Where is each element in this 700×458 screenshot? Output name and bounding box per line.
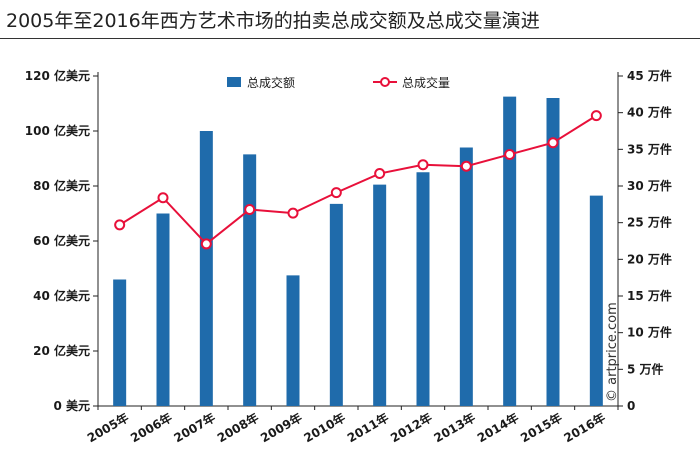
bar (113, 279, 127, 406)
legend-bar-swatch (227, 77, 241, 87)
bar (546, 98, 560, 406)
right-axis-tick-label: 15 万件 (627, 288, 672, 303)
right-axis-tick-label: 20 万件 (627, 251, 672, 266)
left-axis-tick-label: 60 亿美元 (33, 233, 90, 248)
title-divider (0, 38, 700, 39)
right-axis-tick-label: 40 万件 (627, 105, 672, 120)
chart-title: 2005年至2016年西方艺术市场的拍卖总成交额及总成交量演进 (6, 10, 540, 32)
left-axis-tick-label: 100 亿美元 (25, 123, 90, 138)
left-axis-tick-label: 40 亿美元 (33, 288, 90, 303)
bar (329, 203, 343, 406)
x-tick-label: 2006年 (128, 410, 175, 446)
bar (243, 154, 257, 406)
line-point (460, 160, 472, 172)
line-point (374, 168, 386, 180)
left-axis-tick-label: 20 亿美元 (33, 343, 90, 358)
line-point (114, 219, 126, 231)
line-point (330, 187, 342, 199)
bar (156, 213, 170, 406)
bar (459, 147, 473, 406)
right-axis-tick-label: 10 万件 (627, 325, 672, 340)
line-series (114, 110, 602, 250)
legend-line-marker (380, 77, 390, 87)
x-tick-label: 2015年 (518, 410, 565, 446)
x-tick-labels: 2005年2006年2007年2008年2009年2010年2011年2012年… (84, 410, 607, 446)
line-point (157, 192, 169, 204)
line-point (547, 137, 559, 149)
x-tick-label: 2011年 (344, 410, 391, 446)
line-path (119, 114, 597, 246)
legend-bar-label: 总成交额 (247, 75, 295, 90)
watermark: © artprice.com (605, 302, 620, 402)
bar (416, 172, 430, 406)
bar (373, 184, 387, 406)
left-axis-tick-label: 120 亿美元 (25, 68, 90, 83)
x-tick-label: 2012年 (388, 410, 435, 446)
line-point (590, 110, 602, 122)
x-tick-label: 2007年 (171, 410, 218, 446)
line-point (417, 159, 429, 171)
line-point (244, 203, 256, 215)
right-axis-tick-label: 25 万件 (627, 215, 672, 230)
bar (589, 195, 603, 406)
x-tick-label: 2014年 (474, 410, 521, 446)
line-point (287, 207, 299, 219)
right-axis-tick-label: 35 万件 (627, 141, 672, 156)
right-axis-tick-label: 0 (627, 399, 635, 413)
right-axis-tick-label: 5 万件 (627, 361, 664, 376)
line-point (504, 148, 516, 160)
x-tick-label: 2016年 (561, 410, 608, 446)
axes: 0 美元 20 亿美元 40 亿美元 60 亿美元 80 亿美元 100 亿美元 120 亿… (25, 68, 672, 413)
bar-series (113, 96, 603, 406)
x-tick-label: 2009年 (258, 410, 305, 446)
line-point (200, 238, 212, 250)
bar (503, 96, 517, 406)
x-tick-label: 2008年 (214, 410, 261, 446)
right-axis-tick-label: 45 万件 (627, 68, 672, 83)
left-axis-tick-label: 80 亿美元 (33, 178, 90, 193)
bar (286, 275, 300, 406)
x-tick-label: 2010年 (301, 410, 348, 446)
x-tick-label: 2013年 (431, 410, 478, 446)
right-axis-tick-label: 30 万件 (627, 178, 672, 193)
left-axis-tick-label: 0 美元 (53, 398, 90, 413)
legend: 总成交额 总成交量 (227, 75, 450, 90)
x-tick-label: 2005年 (84, 410, 131, 446)
legend-line-label: 总成交量 (402, 75, 450, 90)
bar (199, 131, 213, 406)
